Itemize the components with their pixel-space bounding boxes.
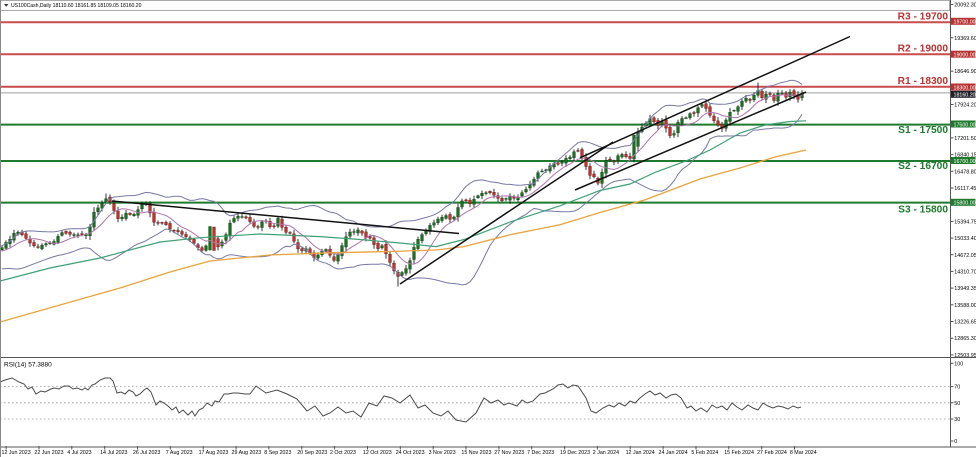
svg-text:13588.00: 13588.00 <box>954 303 976 309</box>
svg-text:18160.20: 18160.20 <box>954 93 976 99</box>
svg-text:15 Feb 2024: 15 Feb 2024 <box>724 450 754 456</box>
svg-text:8 Sep 2023: 8 Sep 2023 <box>264 450 291 456</box>
svg-text:15394.75: 15394.75 <box>954 219 976 225</box>
svg-text:20092.30: 20092.30 <box>954 2 976 8</box>
svg-text:3 Nov 2023: 3 Nov 2023 <box>429 450 456 456</box>
svg-text:16840.15: 16840.15 <box>954 153 976 159</box>
svg-text:R2 - 19000: R2 - 19000 <box>898 44 949 55</box>
svg-text:7 Dec 2023: 7 Dec 2023 <box>527 450 554 456</box>
svg-text:70: 70 <box>954 385 960 391</box>
svg-text:19000.00: 19000.00 <box>954 53 976 59</box>
svg-text:12 Oct 2023: 12 Oct 2023 <box>363 450 392 456</box>
svg-text:12503.95: 12503.95 <box>954 353 976 359</box>
svg-text:14310.70: 14310.70 <box>954 269 976 275</box>
svg-text:8 Mar 2024: 8 Mar 2024 <box>790 450 817 456</box>
svg-text:15 Nov 2023: 15 Nov 2023 <box>461 450 491 456</box>
svg-text:15033.40: 15033.40 <box>954 236 976 242</box>
svg-text:12865.30: 12865.30 <box>954 336 976 342</box>
svg-text:12 Jan 2024: 12 Jan 2024 <box>626 450 655 456</box>
svg-text:2 Jan 2024: 2 Jan 2024 <box>593 450 619 456</box>
svg-text:17 Aug 2023: 17 Aug 2023 <box>199 450 229 456</box>
svg-text:R1 - 18300: R1 - 18300 <box>898 76 949 87</box>
svg-text:27 Nov 2023: 27 Nov 2023 <box>494 450 524 456</box>
svg-text:19700.00: 19700.00 <box>954 20 976 26</box>
svg-text:12 Jun 2023: 12 Jun 2023 <box>2 450 31 456</box>
svg-text:RSI(14) 57.3880: RSI(14) 57.3880 <box>4 362 52 369</box>
svg-text:26 Jul 2023: 26 Jul 2023 <box>133 450 160 456</box>
svg-text:S2 - 16700: S2 - 16700 <box>898 161 948 172</box>
svg-text:US100Cash,Daily 18110.60 1816: US100Cash,Daily 18110.60 18161.85 18109.… <box>11 3 142 9</box>
svg-text:0: 0 <box>954 439 957 445</box>
svg-text:S3 - 15800: S3 - 15800 <box>898 205 948 216</box>
svg-text:30: 30 <box>954 417 960 423</box>
svg-text:17500.00: 17500.00 <box>954 122 976 128</box>
svg-text:50: 50 <box>954 401 960 407</box>
svg-text:2 Oct 2023: 2 Oct 2023 <box>330 450 356 456</box>
svg-text:24 Jan 2024: 24 Jan 2024 <box>659 450 688 456</box>
svg-text:17924.20: 17924.20 <box>954 103 976 109</box>
svg-text:14 Jul 2023: 14 Jul 2023 <box>100 450 127 456</box>
svg-text:16700.00: 16700.00 <box>954 159 976 165</box>
svg-text:16478.80: 16478.80 <box>954 169 976 175</box>
svg-text:20 Sep 2023: 20 Sep 2023 <box>297 450 327 456</box>
svg-text:24 Oct 2023: 24 Oct 2023 <box>396 450 425 456</box>
svg-text:R3 - 19700: R3 - 19700 <box>898 12 949 23</box>
svg-text:19 Dec 2023: 19 Dec 2023 <box>560 450 590 456</box>
svg-text:5 Feb 2024: 5 Feb 2024 <box>691 450 718 456</box>
svg-text:15800.00: 15800.00 <box>954 201 976 207</box>
svg-text:29 Aug 2023: 29 Aug 2023 <box>232 450 262 456</box>
svg-text:16117.45: 16117.45 <box>954 186 976 192</box>
svg-text:27 Feb 2024: 27 Feb 2024 <box>757 450 787 456</box>
svg-text:100: 100 <box>954 361 963 367</box>
svg-text:S1 - 17500: S1 - 17500 <box>898 125 948 136</box>
svg-text:17201.50: 17201.50 <box>954 136 976 142</box>
svg-text:22 Jun 2023: 22 Jun 2023 <box>34 450 63 456</box>
svg-text:19369.60: 19369.60 <box>954 36 976 42</box>
svg-text:7 Aug 2023: 7 Aug 2023 <box>166 450 193 456</box>
svg-text:18646.90: 18646.90 <box>954 69 976 75</box>
svg-text:14672.05: 14672.05 <box>954 253 976 259</box>
svg-text:4 Jul 2023: 4 Jul 2023 <box>67 450 91 456</box>
svg-text:13949.35: 13949.35 <box>954 286 976 292</box>
svg-text:13226.65: 13226.65 <box>954 320 976 326</box>
svg-text:18300.00: 18300.00 <box>954 85 976 91</box>
